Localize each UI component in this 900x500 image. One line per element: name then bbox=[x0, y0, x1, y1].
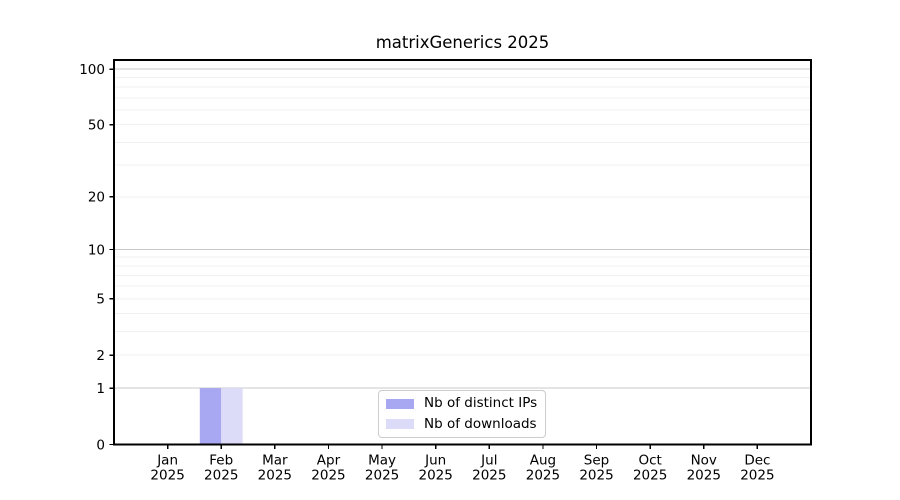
x-tick-label-month-aug: Aug bbox=[530, 453, 556, 469]
bar-nb-of-distinct-ips-feb bbox=[199, 388, 222, 445]
legend-swatch-downloads-icon bbox=[386, 419, 414, 429]
x-tick-label-year-aug: 2025 bbox=[526, 468, 560, 484]
y-tick-label-20: 20 bbox=[88, 190, 105, 206]
y-tick-label-0: 0 bbox=[96, 437, 105, 453]
x-tick-label-year-jul: 2025 bbox=[472, 468, 506, 484]
x-tick-label-month-mar: Mar bbox=[262, 453, 288, 469]
y-tick-label-2: 2 bbox=[96, 348, 105, 364]
x-tick-label-year-apr: 2025 bbox=[311, 468, 345, 484]
y-tick-label-10: 10 bbox=[88, 242, 105, 258]
legend: Nb of distinct IPs Nb of downloads bbox=[378, 390, 546, 438]
y-major-gridlines bbox=[114, 68, 811, 389]
x-tick-label-year-jan: 2025 bbox=[150, 468, 184, 484]
x-tick-label-year-may: 2025 bbox=[365, 468, 399, 484]
bars bbox=[199, 388, 243, 445]
x-tick-label-month-jan: Jan bbox=[156, 453, 178, 469]
y-tick-label-1: 1 bbox=[96, 381, 105, 397]
x-tick-label-year-jun: 2025 bbox=[419, 468, 453, 484]
x-tick-label-year-mar: 2025 bbox=[258, 468, 292, 484]
x-tick-label-year-nov: 2025 bbox=[687, 468, 721, 484]
x-tick-label-year-dec: 2025 bbox=[740, 468, 774, 484]
x-tick-label-month-nov: Nov bbox=[691, 453, 717, 469]
x-tick-label-month-oct: Oct bbox=[638, 453, 661, 469]
x-tick-label-month-apr: Apr bbox=[317, 453, 341, 469]
x-tick-label-month-feb: Feb bbox=[209, 453, 233, 469]
y-axis: 0 1 2 5 10 20 50 100 bbox=[79, 62, 114, 453]
bar-nb-of-downloads-feb bbox=[221, 388, 243, 445]
y-tick-label-50: 50 bbox=[88, 118, 105, 134]
x-tick-label-year-oct: 2025 bbox=[633, 468, 667, 484]
y-tick-label-5: 5 bbox=[96, 292, 105, 308]
x-tick-label-month-dec: Dec bbox=[744, 453, 770, 469]
x-tick-label-month-jul: Jul bbox=[480, 453, 497, 469]
plot-border bbox=[113, 59, 812, 446]
chart-title: matrixGenerics 2025 bbox=[375, 33, 550, 52]
y-minor-gridlines bbox=[114, 77, 811, 356]
x-tick-label-year-sep: 2025 bbox=[579, 468, 613, 484]
x-tick-label-month-sep: Sep bbox=[584, 453, 609, 469]
legend-label-distinct-ips: Nb of distinct IPs bbox=[424, 395, 538, 412]
x-tick-label-month-may: May bbox=[368, 453, 396, 469]
x-axis: Jan2025Feb2025Mar2025Apr2025May2025Jun20… bbox=[150, 444, 775, 484]
legend-label-downloads: Nb of downloads bbox=[424, 415, 537, 432]
legend-item-distinct-ips: Nb of distinct IPs bbox=[379, 394, 545, 413]
legend-item-downloads: Nb of downloads bbox=[379, 415, 545, 434]
x-tick-label-year-feb: 2025 bbox=[204, 468, 238, 484]
y-tick-label-100: 100 bbox=[79, 62, 105, 78]
x-tick-label-month-jun: Jun bbox=[424, 453, 446, 469]
legend-swatch-distinct-ips-icon bbox=[386, 399, 414, 409]
